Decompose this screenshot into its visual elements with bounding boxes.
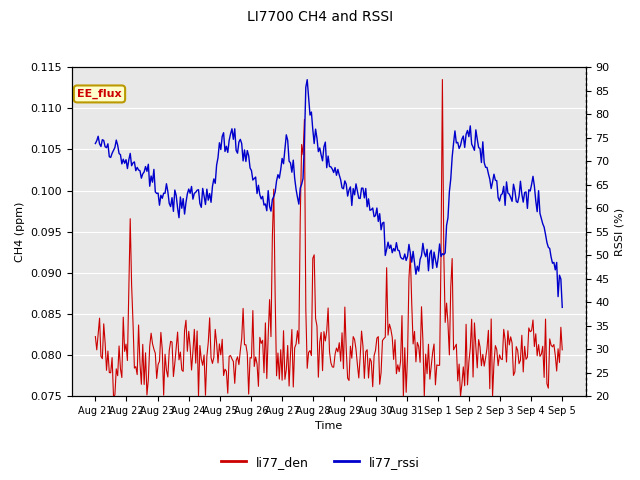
Text: EE_flux: EE_flux — [77, 89, 122, 99]
Y-axis label: RSSI (%): RSSI (%) — [615, 207, 625, 256]
Text: LI7700 CH4 and RSSI: LI7700 CH4 and RSSI — [247, 10, 393, 24]
Legend: li77_den, li77_rssi: li77_den, li77_rssi — [216, 451, 424, 474]
Y-axis label: CH4 (ppm): CH4 (ppm) — [15, 202, 25, 262]
X-axis label: Time: Time — [315, 421, 342, 432]
